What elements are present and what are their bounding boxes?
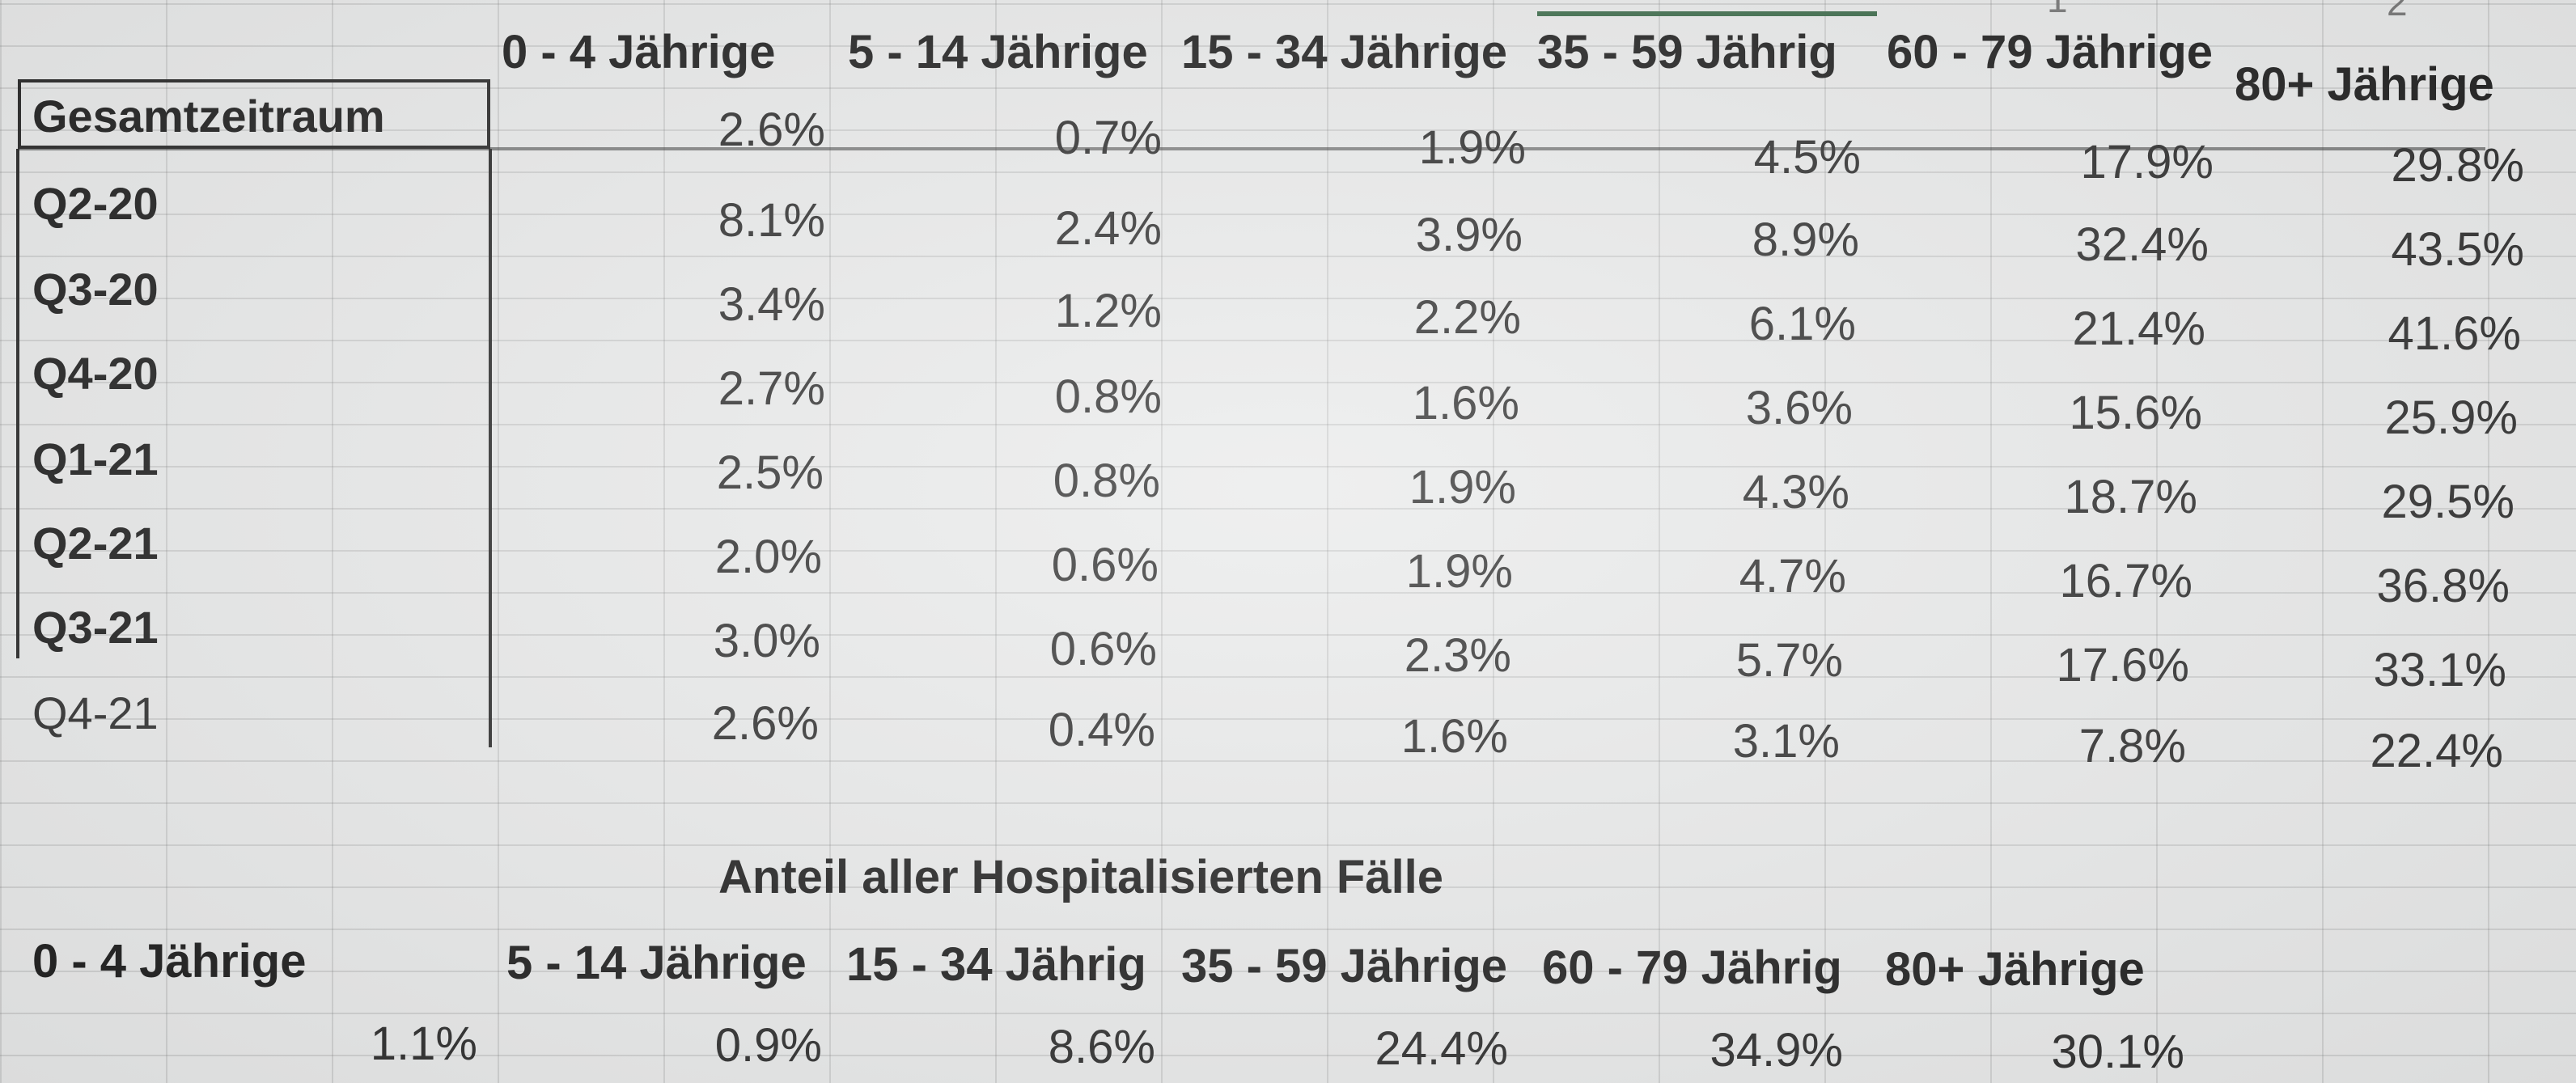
table-cell[interactable]: 21.4% — [2072, 302, 2205, 355]
table-cell[interactable]: 0.9% — [714, 1019, 822, 1072]
table-cell[interactable]: 4.7% — [1739, 550, 1846, 603]
table-cell[interactable]: 32.4% — [2075, 218, 2209, 271]
table-cell[interactable]: 29.5% — [2381, 476, 2515, 528]
table-cell[interactable]: 3.4% — [718, 278, 825, 331]
row-label[interactable]: Q3-21 — [32, 602, 159, 653]
table-cell[interactable]: 1.9% — [1409, 461, 1516, 514]
table-cell[interactable]: 2.0% — [714, 531, 822, 583]
table-cell[interactable]: 3.6% — [1745, 382, 1853, 434]
table-cell[interactable]: 2.5% — [716, 446, 824, 499]
table-cell[interactable]: 36.8% — [2376, 560, 2510, 612]
table-cell[interactable]: 8.1% — [718, 194, 825, 247]
bottom-col-header-0-4[interactable]: 0 - 4 Jährige — [32, 935, 307, 988]
table-cell[interactable]: 17.9% — [2080, 136, 2214, 188]
table-cell[interactable]: 1.6% — [1400, 710, 1508, 763]
table-cell[interactable]: 22.4% — [2370, 725, 2503, 777]
table-cell[interactable]: 2.6% — [711, 697, 819, 750]
table-cell[interactable]: 2.4% — [1054, 202, 1162, 255]
col-header-60-79[interactable]: 60 - 79 Jährige — [1887, 26, 2213, 78]
bottom-col-header-60-79[interactable]: 60 - 79 Jährig — [1542, 941, 1842, 994]
selection-indicator-bar — [1537, 11, 1877, 16]
table-cell[interactable]: 1.9% — [1405, 545, 1513, 598]
table-cell[interactable]: 4.5% — [1753, 131, 1861, 184]
table-cell[interactable]: 8.9% — [1752, 214, 1859, 266]
table-cell[interactable]: 7.8% — [2078, 720, 2186, 772]
row-label[interactable]: Q4-21 — [32, 687, 159, 738]
table-cell[interactable]: 0.8% — [1053, 455, 1160, 507]
label-column-border — [489, 149, 492, 747]
table-cell[interactable]: 17.6% — [2056, 639, 2189, 692]
row-label[interactable]: Q3-20 — [32, 264, 159, 315]
table-cell[interactable]: 16.7% — [2059, 555, 2193, 607]
bottom-col-header-5-14[interactable]: 5 - 14 Jährige — [506, 937, 807, 989]
table-cell[interactable]: 43.5% — [2391, 223, 2524, 276]
table-cell[interactable]: 4.3% — [1742, 466, 1849, 518]
table-cell[interactable]: 2.3% — [1404, 629, 1511, 682]
row-label[interactable]: Q4-20 — [32, 348, 159, 399]
table-cell[interactable]: 30.1% — [2051, 1026, 2184, 1078]
table-cell[interactable]: 41.6% — [2387, 307, 2521, 360]
col-header-80plus[interactable]: 80+ Jährige — [2235, 58, 2494, 111]
col-header-35-59[interactable]: 35 - 59 Jährig — [1537, 26, 1837, 78]
table-cell[interactable]: 0.6% — [1049, 623, 1157, 675]
col-header-0-4[interactable]: 0 - 4 Jährige — [502, 26, 776, 78]
table-cell[interactable]: 1.1% — [370, 1017, 477, 1070]
row-label[interactable]: Q1-21 — [32, 434, 159, 484]
table-cell[interactable]: 24.4% — [1375, 1022, 1508, 1075]
col-header-15-34[interactable]: 15 - 34 Jährige — [1181, 26, 1507, 78]
header-underline — [18, 147, 2485, 150]
row-label[interactable]: Q2-21 — [32, 518, 159, 569]
table-cell[interactable]: 8.6% — [1048, 1021, 1155, 1073]
table-cell[interactable]: 0.6% — [1051, 539, 1159, 591]
table-cell[interactable]: 0.7% — [1054, 112, 1162, 164]
table-cell[interactable]: 1.6% — [1412, 377, 1519, 429]
table-cell[interactable]: 6.1% — [1748, 298, 1856, 350]
left-border — [16, 149, 19, 658]
table-cell[interactable]: 2.6% — [718, 104, 825, 156]
bottom-col-header-80plus[interactable]: 80+ Jährige — [1885, 943, 2145, 996]
table-cell[interactable]: 3.9% — [1415, 209, 1523, 261]
bottom-table-title[interactable]: Anteil aller Hospitalisierten Fälle — [718, 851, 1444, 903]
table-cell[interactable]: 33.1% — [2373, 644, 2506, 696]
row-label[interactable]: Q2-20 — [32, 178, 159, 229]
row-label[interactable]: Gesamtzeitraum — [32, 91, 385, 142]
table-cell[interactable]: 1.2% — [1054, 285, 1162, 337]
table-cell[interactable]: 0.4% — [1048, 704, 1155, 756]
table-cell[interactable]: 34.9% — [1710, 1024, 1843, 1077]
table-cell[interactable]: 15.6% — [2069, 387, 2202, 439]
col-header-5-14[interactable]: 5 - 14 Jährige — [848, 26, 1148, 78]
table-cell[interactable]: 1.9% — [1418, 121, 1526, 174]
table-cell[interactable]: 29.8% — [2391, 139, 2524, 192]
top-edge-text-right: 2 — [2387, 0, 2408, 23]
table-cell[interactable]: 2.7% — [718, 362, 825, 415]
bottom-col-header-15-34[interactable]: 15 - 34 Jährig — [846, 938, 1146, 991]
table-cell[interactable]: 18.7% — [2064, 471, 2197, 523]
table-cell[interactable]: 0.8% — [1054, 370, 1162, 423]
table-cell[interactable]: 5.7% — [1735, 634, 1843, 687]
table-cell[interactable]: 3.0% — [713, 615, 820, 667]
table-cell[interactable]: 3.1% — [1732, 715, 1840, 768]
top-edge-text-left: 1 — [2047, 0, 2068, 18]
table-cell[interactable]: 2.2% — [1413, 291, 1521, 344]
bottom-col-header-35-59[interactable]: 35 - 59 Jährige — [1181, 940, 1507, 992]
table-cell[interactable]: 25.9% — [2384, 391, 2518, 444]
